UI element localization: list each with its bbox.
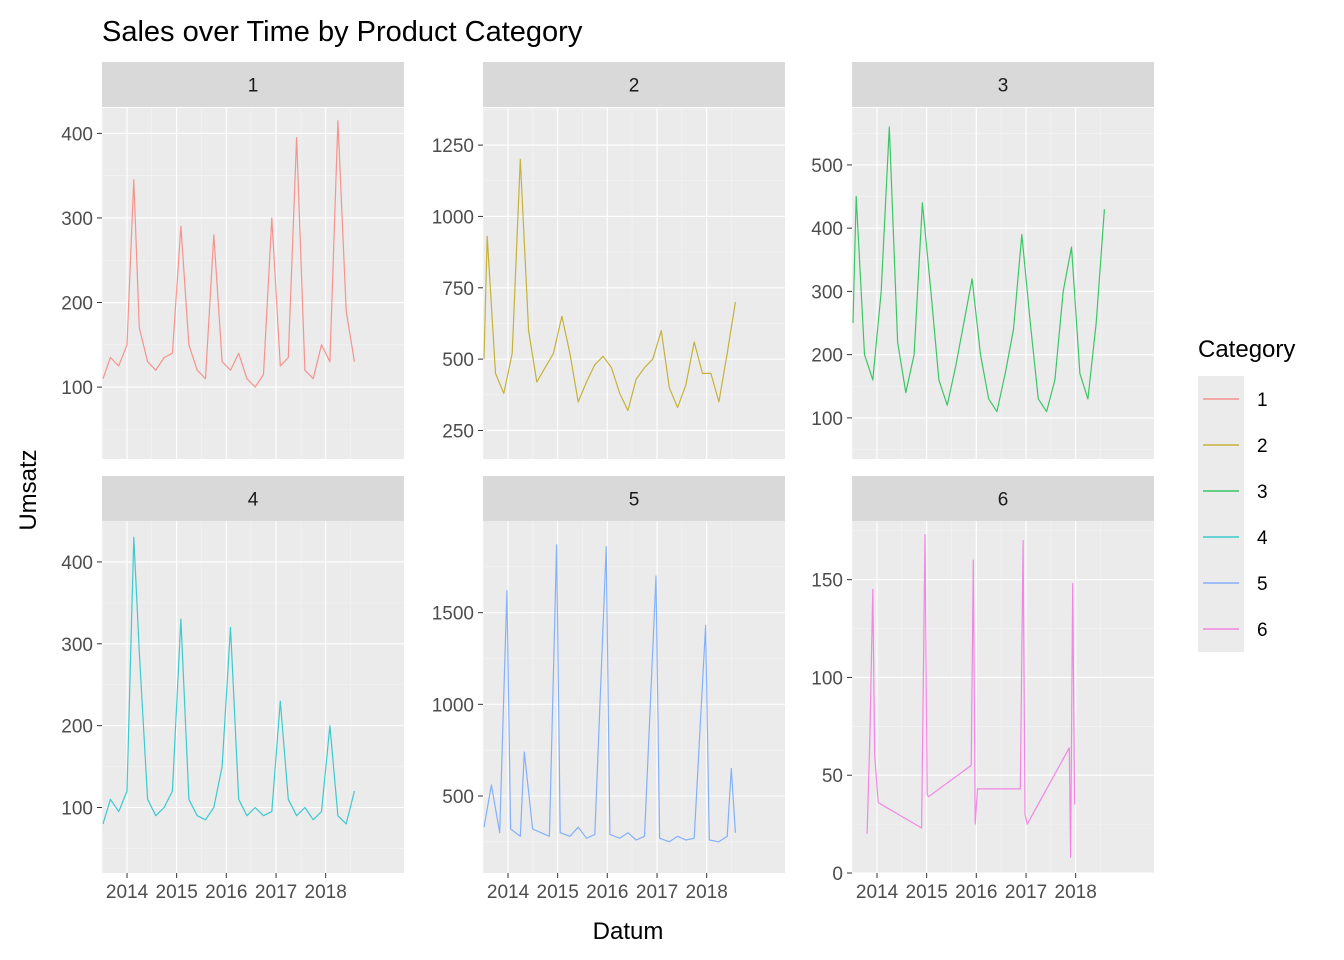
y-tick-label: 500 <box>811 156 843 177</box>
legend-label: 4 <box>1257 528 1268 549</box>
chart-title: Sales over Time by Product Category <box>102 16 583 48</box>
legend-entry-6: 6 <box>1203 620 1268 641</box>
y-tick-label: 0 <box>832 864 843 885</box>
facet-strip-label: 5 <box>629 490 640 511</box>
x-tick-label: 2016 <box>586 882 628 903</box>
legend-label: 1 <box>1257 390 1268 411</box>
y-tick-label: 500 <box>442 350 474 371</box>
legend-entries: 1 2 3 4 5 6 <box>1198 376 1268 652</box>
legend-entry-5: 5 <box>1203 574 1268 595</box>
y-tick-label: 250 <box>442 421 474 442</box>
y-tick-label: 400 <box>811 219 843 240</box>
y-tick-label: 300 <box>61 635 93 656</box>
legend-entry-4: 4 <box>1203 528 1268 549</box>
facet-panel-5: 5 500 1000 1500 2014 2015 2016 2017 2018 <box>432 476 785 903</box>
y-tick-label: 400 <box>61 124 93 145</box>
legend-label: 3 <box>1257 482 1268 503</box>
panel-background <box>852 521 1154 873</box>
series-line-2 <box>483 158 736 412</box>
x-tick-label: 2014 <box>856 882 899 903</box>
y-tick-label: 1500 <box>432 604 474 625</box>
y-tick-label: 300 <box>61 209 93 230</box>
y-tick-label: 50 <box>822 766 843 787</box>
y-tick-label: 1000 <box>432 207 474 228</box>
y-tick-label: 200 <box>61 717 93 738</box>
y-axis-title: Umsatz <box>15 449 42 530</box>
series-line-3 <box>852 126 1105 413</box>
x-tick-label: 2017 <box>636 882 678 903</box>
legend-label: 2 <box>1257 436 1268 457</box>
legend-entry-3: 3 <box>1203 482 1268 503</box>
x-tick-label: 2016 <box>205 882 247 903</box>
x-tick-label: 2015 <box>156 882 198 903</box>
x-tick-label: 2018 <box>305 882 347 903</box>
x-tick-label: 2014 <box>106 882 149 903</box>
y-tick-label: 100 <box>811 668 843 689</box>
x-tick-label: 2015 <box>537 882 579 903</box>
y-tick-label: 200 <box>811 346 843 367</box>
legend-label: 5 <box>1257 574 1268 595</box>
facet-strip <box>483 476 785 521</box>
facet-strip-label: 4 <box>248 490 259 511</box>
facet-panel-2: 2 250 500 750 1000 1250 <box>432 62 785 459</box>
y-tick-label: 100 <box>61 799 93 820</box>
panel-background <box>483 108 785 459</box>
y-tick-label: 1250 <box>432 136 474 157</box>
facet-strip <box>102 62 404 107</box>
panel-background <box>483 521 785 873</box>
facet-panel-1: 1 100 200 300 400 <box>61 62 404 459</box>
y-tick-label: 300 <box>811 282 843 303</box>
panel-background <box>852 108 1154 459</box>
facet-panels: 1100200300400225050075010001250310020030… <box>61 62 1154 903</box>
facet-strip-label: 2 <box>629 76 640 97</box>
x-axis-title: Datum <box>593 918 664 945</box>
legend-title: Category <box>1198 336 1295 363</box>
panel-background <box>102 108 404 459</box>
x-tick-label: 2017 <box>255 882 297 903</box>
x-tick-label: 2016 <box>955 882 997 903</box>
legend-label: 6 <box>1257 620 1268 641</box>
series-line-1 <box>102 120 355 388</box>
facet-panel-3: 3 100 200 300 400 500 <box>811 62 1154 459</box>
x-tick-label: 2018 <box>1055 882 1097 903</box>
y-tick-label: 750 <box>442 279 474 300</box>
y-tick-label: 500 <box>442 787 474 808</box>
legend: Category 1 2 3 4 5 6 <box>1198 336 1295 652</box>
facet-strip <box>852 476 1154 521</box>
legend-key-background <box>1198 376 1244 652</box>
y-tick-label: 150 <box>811 571 843 592</box>
series-line-5 <box>483 544 736 843</box>
y-tick-label: 100 <box>811 409 843 430</box>
y-tick-label: 400 <box>61 553 93 574</box>
facet-panel-4: 4 100 200 300 400 2014 2015 2016 2017 2018 <box>61 476 404 903</box>
legend-entry-1: 1 <box>1203 390 1268 411</box>
facet-strip <box>483 62 785 107</box>
facet-strip <box>102 476 404 521</box>
facet-strip-label: 6 <box>998 490 1009 511</box>
series-line-6 <box>866 534 1076 859</box>
x-tick-label: 2015 <box>906 882 948 903</box>
y-tick-label: 100 <box>61 378 93 399</box>
facet-panel-6: 6 0 50 100 150 2014 2015 2016 2017 2018 <box>811 476 1154 903</box>
y-tick-label: 200 <box>61 294 93 315</box>
series-line-4 <box>102 536 355 825</box>
facet-strip-label: 1 <box>248 76 259 97</box>
x-tick-label: 2017 <box>1005 882 1047 903</box>
legend-entry-2: 2 <box>1203 436 1268 457</box>
x-tick-label: 2014 <box>487 882 530 903</box>
panel-background <box>102 521 404 873</box>
facet-strip-label: 3 <box>998 76 1009 97</box>
facet-strip <box>852 62 1154 107</box>
y-tick-label: 1000 <box>432 695 474 716</box>
x-tick-label: 2018 <box>686 882 728 903</box>
